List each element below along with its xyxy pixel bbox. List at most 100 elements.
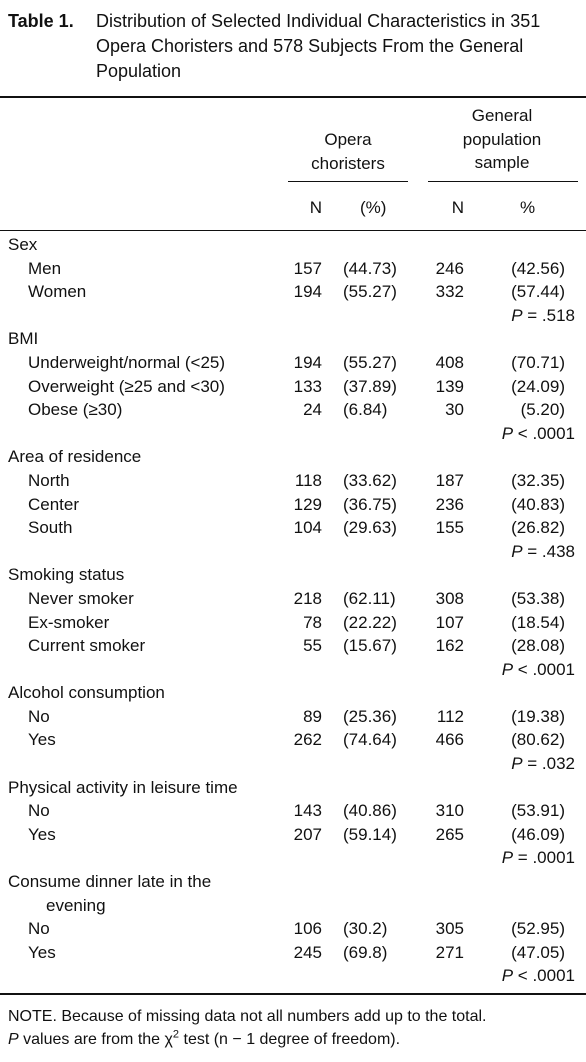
section-label: Consume dinner late in the evening bbox=[8, 872, 212, 915]
column-header: % bbox=[520, 198, 536, 217]
cell-pct: (32.35) bbox=[511, 470, 565, 490]
cell-n: 310 bbox=[435, 801, 464, 821]
cell-n: 236 bbox=[435, 494, 464, 514]
header-rule bbox=[0, 230, 586, 231]
row-label: Women bbox=[28, 282, 87, 302]
p-row: P < .0001 bbox=[0, 964, 586, 988]
p-text: = .0001 bbox=[513, 848, 575, 868]
p-row: P < .0001 bbox=[0, 422, 586, 446]
row-label: Yes bbox=[28, 942, 56, 962]
row-label: Never smoker bbox=[28, 588, 134, 608]
cell-n: 55 bbox=[303, 636, 322, 656]
data-row: Men 157 (44.73) 246 (42.56) bbox=[0, 257, 586, 281]
cell-n: 24 bbox=[303, 400, 322, 420]
cell-pct: (57.44) bbox=[511, 282, 565, 302]
data-row: Overweight (≥25 and <30) 133 (37.89) 139 (24… bbox=[0, 375, 586, 399]
row-label: North bbox=[28, 470, 70, 490]
cell-n: 143 bbox=[293, 801, 322, 821]
cell-n: 157 bbox=[293, 258, 322, 278]
p-symbol: P bbox=[501, 966, 514, 986]
cell-pct: (19.38) bbox=[511, 706, 565, 726]
p-value: P = .518 bbox=[511, 304, 575, 328]
data-row: Underweight/normal (<25) 194 (55.27) 408 (70… bbox=[0, 351, 586, 375]
p-text: = .032 bbox=[522, 754, 575, 774]
cell-pct: (18.54) bbox=[511, 612, 565, 632]
cell-pct: (69.8) bbox=[343, 942, 388, 962]
cell-pct: (28.08) bbox=[511, 636, 565, 656]
cell-n: 187 bbox=[435, 470, 464, 490]
p-symbol: P bbox=[511, 541, 523, 561]
row-label: Yes bbox=[28, 824, 56, 844]
cell-n: 218 bbox=[293, 588, 322, 608]
row-label: No bbox=[28, 919, 50, 939]
p-row: P = .518 bbox=[0, 304, 586, 328]
data-row: Ex-smoker 78 (22.22) 107 (18.54) bbox=[0, 611, 586, 635]
section-label: Alcohol consumption bbox=[8, 683, 165, 703]
cell-pct: (6.84) bbox=[343, 400, 388, 420]
p-text: = .438 bbox=[522, 541, 575, 561]
p-symbol: P bbox=[501, 659, 514, 679]
p-value: P = .032 bbox=[511, 752, 575, 776]
cell-pct: (30.2) bbox=[343, 919, 388, 939]
cell-n: 305 bbox=[435, 919, 464, 939]
cell-pct: (29.63) bbox=[343, 518, 397, 538]
cell-pct: (44.73) bbox=[343, 258, 397, 278]
cell-n: 265 bbox=[435, 824, 464, 844]
cell-n: 104 bbox=[293, 518, 322, 538]
data-row: Yes 207 (59.14) 265 (46.09) bbox=[0, 823, 586, 847]
column-header: N bbox=[309, 198, 322, 217]
cell-pct: (74.64) bbox=[343, 730, 397, 750]
cell-pct: (42.56) bbox=[511, 258, 565, 278]
group-underline bbox=[288, 181, 408, 182]
cell-n: 271 bbox=[435, 942, 464, 962]
cell-n: 466 bbox=[435, 730, 464, 750]
p-row: P = .438 bbox=[0, 540, 586, 564]
cell-pct: (37.89) bbox=[343, 376, 397, 396]
cell-pct: (59.14) bbox=[343, 824, 397, 844]
cell-n: 207 bbox=[293, 824, 322, 844]
p-symbol: P bbox=[511, 305, 523, 325]
cell-pct: (22.22) bbox=[343, 612, 397, 632]
p-value: P = .0001 bbox=[502, 846, 575, 870]
row-label: Overweight (≥25 and <30) bbox=[28, 376, 225, 396]
column-header: (%) bbox=[360, 198, 387, 217]
group-header: General population sample bbox=[462, 106, 542, 172]
data-row: No 89 (25.36) 112 (19.38) bbox=[0, 705, 586, 729]
table-notes: NOTE. Because of missing data not all nu… bbox=[0, 993, 586, 1051]
cell-n: 78 bbox=[303, 612, 322, 632]
data-row: No 143 (40.86) 310 (53.91) bbox=[0, 799, 586, 823]
row-label: No bbox=[28, 801, 50, 821]
cell-n: 332 bbox=[435, 282, 464, 302]
cell-n: 155 bbox=[435, 518, 464, 538]
top-rule bbox=[0, 96, 586, 98]
cell-pct: (55.27) bbox=[343, 282, 397, 302]
cell-n: 129 bbox=[293, 494, 322, 514]
cell-n: 246 bbox=[435, 258, 464, 278]
cell-pct: (26.82) bbox=[511, 518, 565, 538]
note-symbol: P bbox=[8, 1031, 19, 1048]
cell-n: 112 bbox=[436, 706, 464, 726]
row-label: Men bbox=[28, 258, 62, 278]
cell-n: 139 bbox=[435, 376, 464, 396]
cell-pct: (53.91) bbox=[511, 801, 565, 821]
cell-pct: (53.38) bbox=[511, 588, 565, 608]
data-row: Center 129 (36.75) 236 (40.83) bbox=[0, 493, 586, 517]
note-text: values are from the χ bbox=[18, 1031, 173, 1048]
cell-pct: (15.67) bbox=[343, 636, 397, 656]
p-value: P < .0001 bbox=[502, 658, 575, 682]
p-symbol: P bbox=[501, 423, 514, 443]
p-value: P = .438 bbox=[511, 540, 575, 564]
cell-n: 106 bbox=[293, 919, 322, 939]
p-symbol: P bbox=[511, 754, 523, 774]
table-body: Sex Men 157 (44.73) 246 (42.56) Women 194 (55.27… bbox=[0, 233, 586, 1051]
group-underline bbox=[428, 181, 578, 182]
cell-n: 89 bbox=[303, 706, 322, 726]
cell-pct: (33.62) bbox=[343, 470, 397, 490]
cell-n: 162 bbox=[435, 636, 464, 656]
row-label: No bbox=[28, 706, 50, 726]
cell-n: 30 bbox=[445, 400, 464, 420]
cell-n: 107 bbox=[435, 612, 464, 632]
cell-pct: (70.71) bbox=[511, 352, 565, 372]
cell-pct: (62.11) bbox=[343, 588, 396, 608]
p-row: P = .032 bbox=[0, 752, 586, 776]
